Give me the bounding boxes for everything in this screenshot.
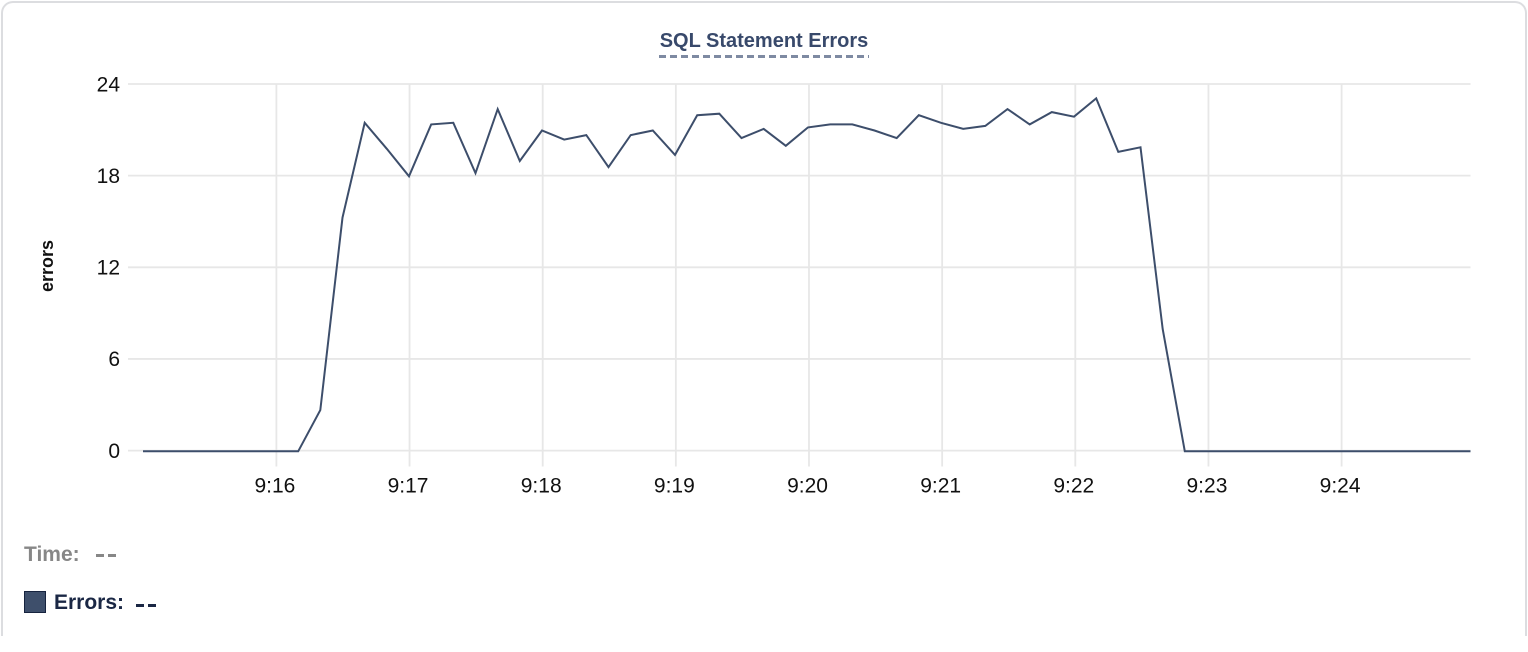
svg-text:9:16: 9:16 — [254, 475, 295, 498]
svg-text:24: 24 — [97, 73, 121, 96]
svg-text:9:21: 9:21 — [920, 475, 961, 498]
svg-text:6: 6 — [108, 348, 120, 371]
svg-text:9:24: 9:24 — [1320, 475, 1361, 498]
svg-text:18: 18 — [97, 165, 120, 188]
svg-text:9:20: 9:20 — [787, 475, 828, 498]
svg-text:12: 12 — [97, 257, 120, 280]
svg-text:9:18: 9:18 — [521, 475, 562, 498]
svg-text:9:17: 9:17 — [388, 475, 429, 498]
svg-text:9:23: 9:23 — [1187, 475, 1228, 498]
svg-text:9:19: 9:19 — [654, 475, 695, 498]
svg-text:0: 0 — [108, 440, 120, 463]
svg-text:9:22: 9:22 — [1053, 475, 1094, 498]
